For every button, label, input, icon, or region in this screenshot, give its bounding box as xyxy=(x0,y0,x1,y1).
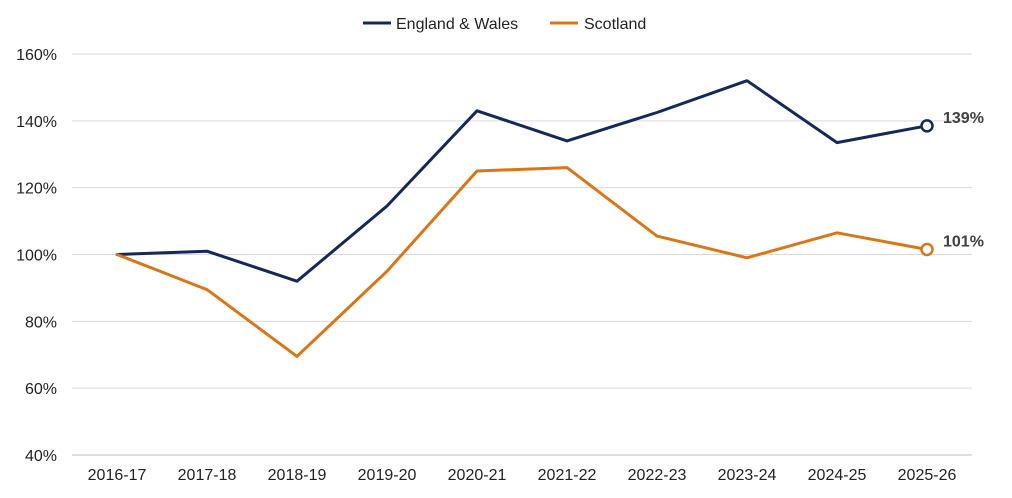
y-tick-label: 140% xyxy=(16,114,57,131)
y-tick-label: 120% xyxy=(16,181,57,198)
x-tick-label: 2017-18 xyxy=(178,467,237,484)
data-label: 101% xyxy=(943,233,984,250)
legend: England & Wales Scotland xyxy=(363,16,646,33)
end-labels: 139% 101% xyxy=(943,110,984,251)
x-tick-label: 2016-17 xyxy=(88,467,147,484)
series-lines xyxy=(115,79,934,358)
data-label: 139% xyxy=(943,110,984,127)
x-tick-label: 2023-24 xyxy=(718,467,777,484)
series-line-1 xyxy=(115,166,929,358)
legend-label: Scotland xyxy=(584,16,646,33)
x-tick-label: 2025-26 xyxy=(898,467,957,484)
y-axis: 40% 60% 80% 100% 120% 140% 160% xyxy=(16,47,57,465)
x-tick-label: 2019-20 xyxy=(358,467,417,484)
x-axis: 2016-17 2017-18 2018-19 2019-20 2020-21 2021-… xyxy=(72,454,972,484)
x-tick-label: 2020-21 xyxy=(448,467,507,484)
gridlines xyxy=(72,53,972,456)
x-tick-label: 2021-22 xyxy=(538,467,597,484)
x-tick-label: 2018-19 xyxy=(268,467,327,484)
series-end-marker xyxy=(920,119,934,133)
series-end-marker xyxy=(920,242,934,257)
y-tick-label: 80% xyxy=(25,314,57,331)
y-tick-label: 60% xyxy=(25,381,57,398)
y-tick-label: 160% xyxy=(16,47,57,64)
x-tick-label: 2022-23 xyxy=(628,467,687,484)
series-line-0 xyxy=(115,79,929,283)
y-tick-label: 100% xyxy=(16,248,57,265)
x-tick-label: 2024-25 xyxy=(808,467,867,484)
y-tick-label: 40% xyxy=(25,448,57,465)
legend-label: England & Wales xyxy=(396,16,518,33)
